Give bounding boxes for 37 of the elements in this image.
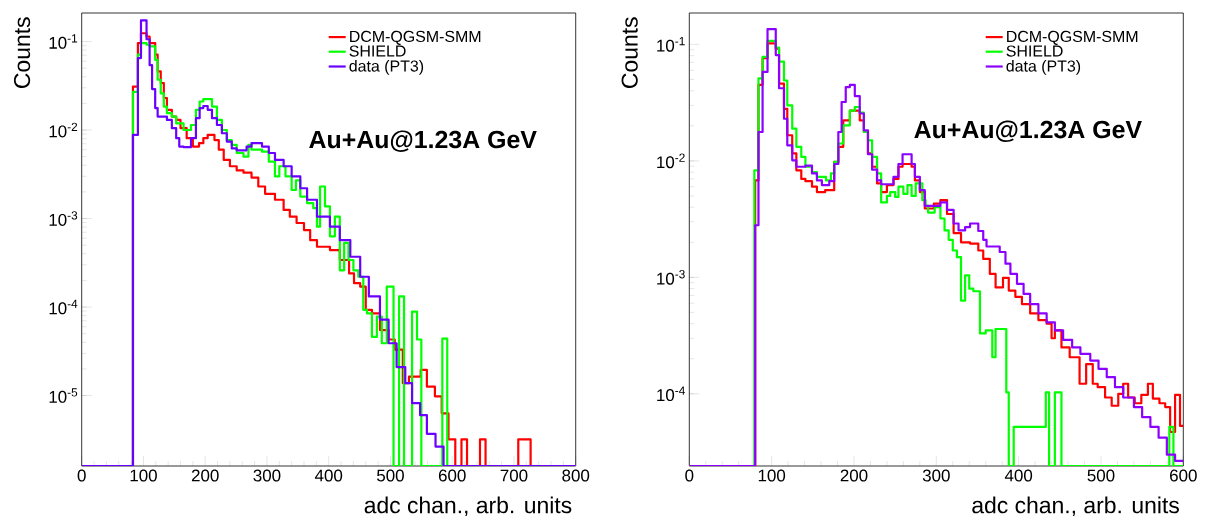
y-tick-label: 10$^{-4}$ xyxy=(49,299,78,315)
y-tick-label: 10$^{-4}$ xyxy=(657,386,685,402)
x-tick-label: 400 xyxy=(314,469,343,482)
y-axis-title: Counts xyxy=(13,17,31,88)
legend-label: DCM-QGSM-SMM xyxy=(1007,30,1138,45)
annotation: Au+Au@1.23A GeV xyxy=(914,120,1142,143)
x-tick-label: 0 xyxy=(77,469,86,482)
x-tick-label: 600 xyxy=(1170,469,1197,482)
y-tick-label: 10$^{-3}$ xyxy=(49,211,78,226)
x-tick-label: 100 xyxy=(758,469,786,482)
y-tick-label: 10$^{-5}$ xyxy=(49,388,78,403)
x-tick-label: 300 xyxy=(253,469,281,482)
x-tick-label: 300 xyxy=(922,469,950,482)
x-tick-label: 100 xyxy=(130,469,157,482)
x-tick-label: 200 xyxy=(840,469,868,482)
x-tick-label: 0 xyxy=(685,469,694,482)
x-axis-title: adc chan., arb. units xyxy=(972,496,1179,517)
x-tick-label: 200 xyxy=(191,469,219,482)
legend-label: data (PT3) xyxy=(349,60,424,75)
x-tick-label: 400 xyxy=(1004,469,1033,482)
x-tick-label: 700 xyxy=(500,469,528,482)
y-tick-label: 10$^{-1}$ xyxy=(49,34,78,49)
legend-label: SHIELD xyxy=(1006,45,1063,57)
y-tick-label: 10$^{-1}$ xyxy=(657,37,685,52)
legend-label: data (PT3) xyxy=(1006,60,1081,75)
legend-label: DCM-QGSM-SMM xyxy=(350,30,481,45)
y-tick-label: 10$^{-2}$ xyxy=(49,122,78,138)
legend-label: SHIELD xyxy=(349,45,406,57)
x-tick-label: 500 xyxy=(376,469,404,482)
x-axis-title: adc chan., arb. units xyxy=(364,496,572,517)
y-tick-label: 10$^{-2}$ xyxy=(657,153,685,169)
y-tick-label: 10$^{-3}$ xyxy=(657,269,685,285)
x-tick-label: 500 xyxy=(1087,469,1115,482)
x-tick-label: 600 xyxy=(438,469,466,482)
x-tick-label: 800 xyxy=(562,469,590,482)
y-axis-title: Counts xyxy=(621,17,638,88)
annotation: Au+Au@1.23A GeV xyxy=(309,130,537,153)
